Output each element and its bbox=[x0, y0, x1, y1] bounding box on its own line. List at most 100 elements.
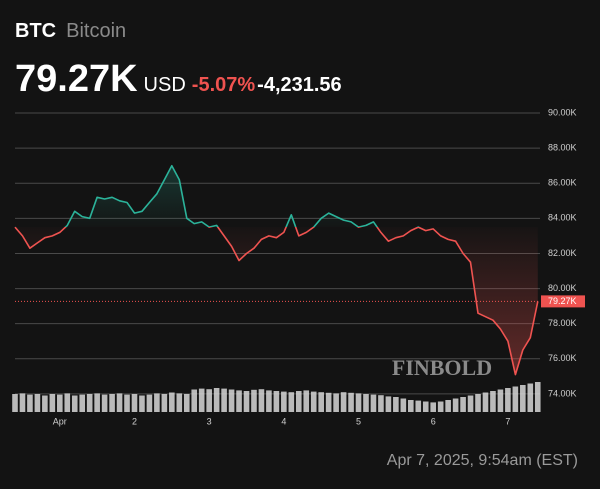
volume-bar bbox=[146, 394, 153, 412]
volume-bar bbox=[258, 389, 265, 412]
volume-bar bbox=[363, 394, 369, 412]
volume-bar bbox=[228, 389, 235, 412]
volume-bar bbox=[512, 386, 519, 412]
volume-bar bbox=[154, 393, 160, 412]
y-tick-label: 88.00K bbox=[548, 142, 577, 152]
volume-bar bbox=[124, 394, 130, 412]
y-tick-label: 78.00K bbox=[548, 318, 577, 328]
volume-bar bbox=[310, 391, 317, 412]
volume-bar bbox=[385, 396, 392, 412]
volume-bar bbox=[198, 388, 205, 412]
volume-bar bbox=[460, 397, 466, 412]
area bbox=[15, 165, 538, 375]
y-tick-label: 84.00K bbox=[548, 213, 577, 223]
x-tick-label: 2 bbox=[132, 416, 137, 426]
volume-bar bbox=[408, 400, 414, 412]
volume-bar bbox=[183, 394, 190, 412]
volume-bar bbox=[213, 388, 220, 412]
volume-bar bbox=[534, 382, 541, 412]
volume-bar bbox=[101, 394, 108, 412]
volume-bar bbox=[266, 390, 272, 412]
volume-bar bbox=[236, 390, 242, 412]
volume-bar bbox=[378, 395, 384, 412]
volume-bar bbox=[467, 395, 474, 412]
volume-bar bbox=[520, 385, 526, 412]
volume-bar bbox=[303, 390, 310, 412]
volume-bar bbox=[273, 391, 280, 412]
volume-bar bbox=[355, 393, 362, 412]
volume-bar bbox=[42, 395, 48, 412]
y-tick-label: 80.00K bbox=[548, 283, 577, 293]
volume-bar bbox=[318, 392, 324, 412]
volume-bar bbox=[191, 389, 198, 412]
volume-bar bbox=[109, 394, 115, 412]
y-tick-label: 74.00K bbox=[548, 388, 577, 398]
volume-bar bbox=[482, 392, 489, 412]
volume-bar bbox=[34, 394, 41, 412]
volume-bar bbox=[94, 393, 100, 412]
price-line bbox=[14, 164, 539, 376]
volume-bar bbox=[400, 398, 407, 412]
volume-bar bbox=[325, 392, 332, 412]
volume-bar bbox=[131, 394, 138, 412]
volume-bar bbox=[437, 401, 444, 412]
volume-bar bbox=[57, 394, 63, 412]
x-tick-label: 4 bbox=[281, 416, 286, 426]
price-row: 79.27K USD -5.07% -4,231.56 bbox=[15, 58, 342, 101]
y-tick-label: 76.00K bbox=[548, 353, 577, 363]
volume-bar bbox=[221, 388, 227, 412]
y-tick-label: 82.00K bbox=[548, 248, 577, 258]
volume-bar bbox=[49, 394, 56, 412]
volume-bar bbox=[27, 394, 33, 412]
x-tick-label: Apr bbox=[53, 416, 67, 426]
y-tick-label: 90.00K bbox=[548, 107, 577, 117]
volume-bar bbox=[475, 394, 481, 412]
volume-bar bbox=[333, 393, 339, 412]
volume-bar bbox=[505, 388, 511, 412]
volume-bar bbox=[176, 393, 183, 412]
volume-bar bbox=[64, 393, 71, 412]
volume-bar bbox=[161, 394, 168, 412]
volume-bar bbox=[206, 389, 212, 412]
volume-bar bbox=[19, 393, 26, 412]
volume-bar bbox=[116, 393, 123, 412]
volume-bar bbox=[340, 392, 347, 412]
volume-bar bbox=[12, 394, 18, 412]
volume-bar bbox=[415, 400, 422, 412]
header: BTC Bitcoin bbox=[15, 20, 126, 43]
volume-bar bbox=[169, 392, 175, 412]
change-percent: -5.07% bbox=[191, 74, 256, 96]
volume-bar bbox=[79, 394, 86, 412]
volume-bar bbox=[288, 392, 295, 412]
price: 79.27K bbox=[15, 58, 138, 100]
symbol: BTC bbox=[15, 20, 57, 42]
x-tick-label: 7 bbox=[505, 416, 510, 426]
x-tick-label: 5 bbox=[356, 416, 361, 426]
timestamp: Apr 7, 2025, 9:54am (EST) bbox=[386, 452, 578, 469]
asset-name: Bitcoin bbox=[66, 20, 127, 42]
x-tick-label: 6 bbox=[431, 416, 436, 426]
last-price-label: 79.27K bbox=[548, 296, 577, 306]
volume-bar bbox=[430, 402, 437, 412]
volume-bar bbox=[497, 389, 504, 412]
volume-bar bbox=[251, 389, 257, 412]
volume-bar bbox=[243, 391, 250, 412]
volume-bar bbox=[86, 394, 93, 412]
volume-bar bbox=[422, 401, 429, 412]
volume-bar bbox=[281, 391, 287, 412]
volume-bar bbox=[139, 395, 145, 412]
volume-bar bbox=[490, 391, 496, 412]
volume-bar bbox=[445, 400, 451, 412]
volume-bar bbox=[348, 392, 354, 412]
x-tick-label: 3 bbox=[207, 416, 212, 426]
volume-bar bbox=[527, 383, 534, 412]
volume-bar bbox=[393, 397, 399, 412]
currency: USD bbox=[143, 74, 186, 96]
y-tick-label: 86.00K bbox=[548, 178, 577, 188]
volume-bar bbox=[295, 391, 302, 412]
volume-bar bbox=[452, 398, 459, 412]
change: -4,231.56 bbox=[257, 74, 342, 96]
volume-bar bbox=[370, 394, 377, 412]
